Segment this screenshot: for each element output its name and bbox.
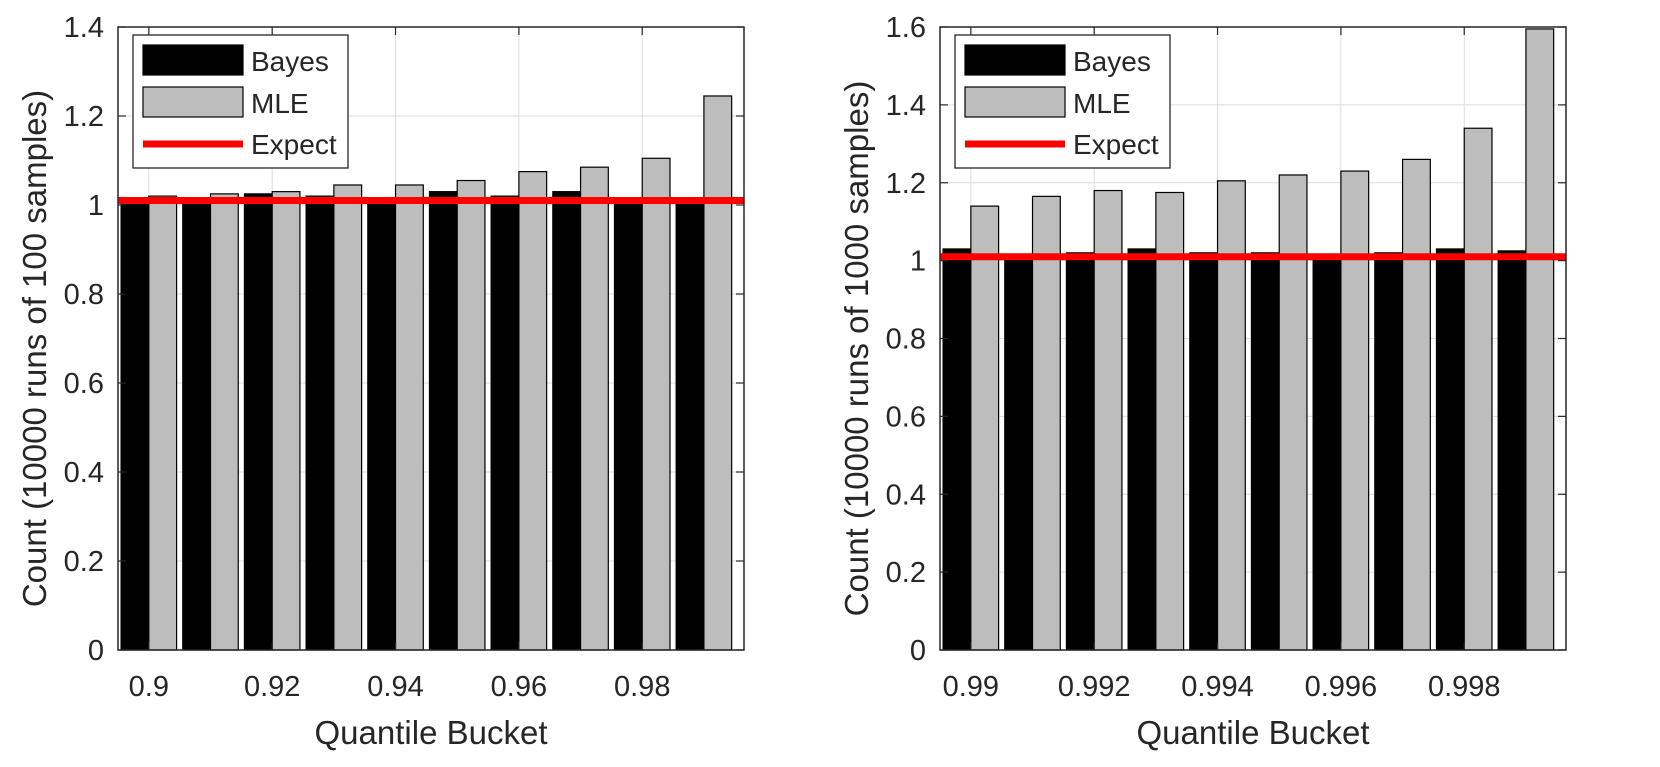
ticks: 0 0.2 0.4 0.6 0.8 1 1.2 1.4 1.6 0.99 0.992 0.994 0.9… — [886, 12, 1566, 703]
bar-bayes — [942, 248, 972, 651]
bar-mle — [209, 193, 239, 651]
chart-panel-2: 0 0.2 0.4 0.6 0.8 1 1.2 1.4 1.6 0.99 0.992 0.994 0.9… — [838, 12, 1567, 751]
bar-mle — [579, 166, 609, 651]
y-tick-label: 1.4 — [64, 12, 104, 44]
y-tick-label: 1 — [88, 190, 104, 222]
bar-bayes — [1189, 252, 1219, 651]
legend-label-expect: Expect — [1073, 129, 1159, 160]
bar-bayes — [428, 191, 458, 651]
bar-bayes — [367, 197, 397, 651]
legend-label-mle: MLE — [251, 88, 309, 119]
bar-bayes — [1004, 256, 1034, 651]
bar-bayes — [1312, 256, 1342, 651]
legend-swatch-mle — [964, 86, 1066, 118]
ticks: 0 0.2 0.4 0.6 0.8 1 1.2 1.4 0.9 0.92 0.94 0.96 0.98 — [64, 12, 744, 703]
bar-bayes — [552, 191, 582, 651]
x-tick-label: 0.9 — [129, 671, 169, 703]
y-tick-label: 0 — [910, 635, 926, 667]
bar-bayes — [613, 199, 643, 651]
bar-mle — [1463, 127, 1493, 651]
y-tick-label: 0.8 — [64, 279, 104, 311]
legend: Bayes MLE Expect — [954, 34, 1171, 169]
bar-mle — [518, 171, 548, 651]
y-tick-label: 0 — [88, 635, 104, 667]
x-axis-label: Quantile Bucket — [315, 714, 548, 751]
bar-mle — [271, 191, 301, 651]
x-tick-label: 0.92 — [244, 671, 300, 703]
bar-bayes — [490, 195, 520, 651]
y-axis-label: Count (10000 runs of 1000 samples) — [838, 81, 875, 617]
bar-mle — [1155, 191, 1185, 651]
x-axis-label: Quantile Bucket — [1137, 714, 1370, 751]
x-tick-label: 0.994 — [1181, 671, 1254, 703]
bar-mle — [1278, 174, 1308, 651]
y-tick-label: 0.2 — [886, 557, 926, 589]
bar-mle — [1031, 195, 1061, 651]
bar-mle — [970, 205, 1000, 651]
bar-mle — [456, 179, 486, 651]
legend-label-mle: MLE — [1073, 88, 1131, 119]
bar-mle — [1340, 170, 1370, 651]
bar-mle — [1525, 28, 1555, 651]
y-tick-label: 1 — [910, 246, 926, 278]
y-tick-label: 1.4 — [886, 90, 926, 122]
bar-bayes — [1435, 248, 1465, 651]
x-tick-label: 0.94 — [367, 671, 423, 703]
bar-mle — [1401, 158, 1431, 651]
bar-bayes — [1497, 250, 1527, 651]
y-tick-label: 1.2 — [64, 101, 104, 133]
bars — [120, 95, 733, 651]
bar-bayes — [305, 195, 335, 651]
y-tick-label: 0.6 — [64, 368, 104, 400]
bar-mle — [394, 184, 424, 651]
y-tick-label: 0.8 — [886, 324, 926, 356]
x-tick-label: 0.992 — [1058, 671, 1131, 703]
x-tick-label: 0.99 — [943, 671, 999, 703]
legend-label-bayes: Bayes — [1073, 46, 1151, 77]
bar-bayes — [1065, 252, 1095, 651]
bar-bayes — [675, 199, 705, 651]
bar-bayes — [182, 199, 212, 651]
bar-bayes — [243, 193, 273, 651]
bar-mle — [1216, 180, 1246, 651]
y-tick-label: 0.4 — [886, 479, 926, 511]
legend-swatch-bayes — [142, 44, 244, 76]
x-tick-label: 0.998 — [1428, 671, 1501, 703]
bar-bayes — [1374, 252, 1404, 651]
legend-swatch-bayes — [964, 44, 1066, 76]
bars — [942, 28, 1555, 651]
legend-label-expect: Expect — [251, 129, 337, 160]
legend-swatch-mle — [142, 86, 244, 118]
y-tick-label: 1.6 — [886, 12, 926, 44]
bar-mle — [703, 95, 733, 651]
y-tick-label: 1.2 — [886, 168, 926, 200]
y-tick-label: 0.4 — [64, 457, 104, 489]
bar-mle — [148, 195, 178, 651]
legend: Bayes MLE Expect — [132, 34, 349, 169]
y-tick-label: 0.2 — [64, 546, 104, 578]
bar-bayes — [120, 199, 150, 651]
x-tick-label: 0.98 — [614, 671, 670, 703]
bar-bayes — [1127, 248, 1157, 651]
bar-mle — [641, 157, 671, 651]
x-tick-label: 0.96 — [491, 671, 547, 703]
x-tick-label: 0.996 — [1305, 671, 1378, 703]
legend-label-bayes: Bayes — [251, 46, 329, 77]
bar-mle — [333, 184, 363, 651]
y-axis-label: Count (10000 runs of 100 samples) — [16, 90, 53, 607]
chart-panel-1: 0 0.2 0.4 0.6 0.8 1 1.2 1.4 0.9 0.92 0.94 0.96 0.98 Q… — [16, 12, 745, 751]
bar-bayes — [1250, 252, 1280, 651]
axes-box — [117, 26, 745, 651]
y-tick-label: 0.6 — [886, 401, 926, 433]
